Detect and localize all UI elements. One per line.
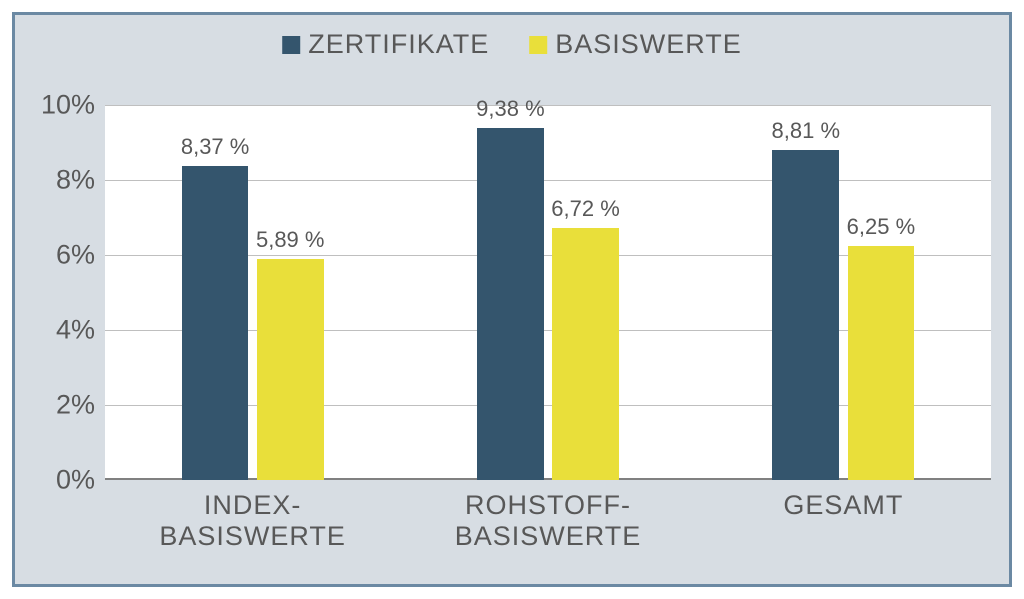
category-label: INDEX- BASISWERTE [159,490,346,552]
y-tick-label: 8% [56,165,105,196]
bar-group: 8,81 %6,25 % [772,105,914,480]
y-tick-label: 4% [56,315,105,346]
bar-group: 8,37 %5,89 % [182,105,324,480]
bar: 8,81 % [772,150,839,480]
bar: 8,37 % [182,166,249,480]
chart-frame: ZERTIFIKATE BASISWERTE 0% 2% 4% 6% 8% 10% 8,37 … [0,0,1024,599]
bar: 6,72 % [552,228,619,480]
y-tick-label: 10% [41,90,105,121]
legend-swatch [282,36,300,54]
legend-item: BASISWERTE [529,29,742,60]
category-label: ROHSTOFF- BASISWERTE [455,490,642,552]
data-label: 6,72 % [551,196,620,228]
y-tick-label: 6% [56,240,105,271]
legend-label: BASISWERTE [555,29,742,60]
data-label: 9,38 % [476,96,545,128]
legend-item: ZERTIFIKATE [282,29,489,60]
category-axis: INDEX- BASISWERTE ROHSTOFF- BASISWERTE GES… [105,490,991,560]
plot-area: 0%2%4%6%8%10%8,37 %5,89 %9,38 %6,72 %8,8… [105,105,991,480]
bar-group: 9,38 %6,72 % [477,105,619,480]
chart-panel: ZERTIFIKATE BASISWERTE 0% 2% 4% 6% 8% 10% 8,37 … [12,12,1012,587]
data-label: 6,25 % [847,214,916,246]
bar: 6,25 % [848,246,915,480]
legend-swatch [529,36,547,54]
legend: ZERTIFIKATE BASISWERTE [282,29,742,60]
y-tick-label: 2% [56,390,105,421]
y-tick-label: 0% [56,465,105,496]
bar: 5,89 % [257,259,324,480]
bar: 9,38 % [477,128,544,480]
category-label: GESAMT [783,490,903,521]
data-label: 8,37 % [181,134,250,166]
data-label: 5,89 % [256,227,325,259]
data-label: 8,81 % [772,118,841,150]
legend-label: ZERTIFIKATE [308,29,489,60]
